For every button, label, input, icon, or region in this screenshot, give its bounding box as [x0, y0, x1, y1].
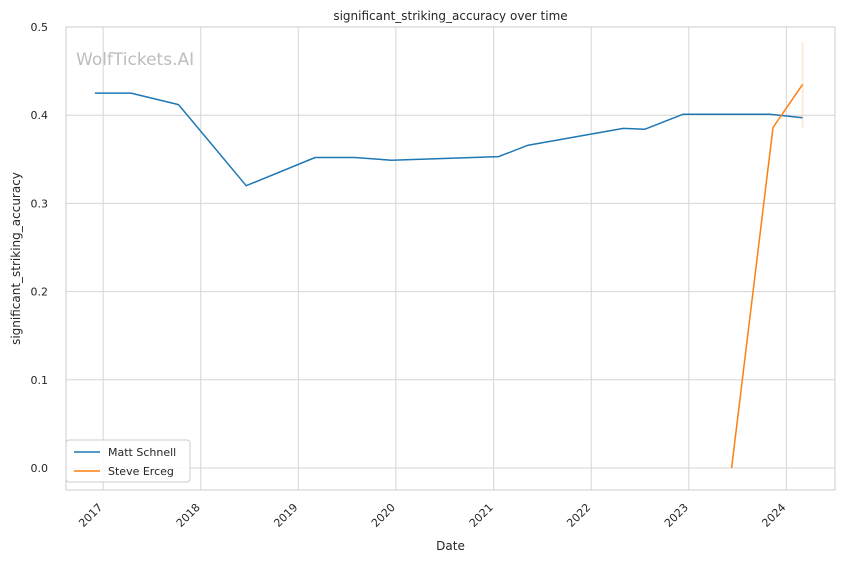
- series-line-1: [730, 83, 804, 469]
- plot-area: [65, 26, 836, 491]
- y-tick-label: 0.3: [31, 197, 49, 210]
- y-axis-title: significant_striking_accuracy: [9, 172, 23, 345]
- chart-title: significant_striking_accuracy over time: [333, 9, 567, 23]
- legend-label: Matt Schnell: [108, 446, 176, 459]
- x-axis-title: Date: [436, 539, 465, 553]
- y-tick-label: 0.1: [31, 374, 49, 387]
- y-axis-ticks: 0.0 0.1 0.2 0.3 0.4 0.5: [31, 21, 49, 475]
- watermark-text: WolfTickets.AI: [76, 50, 194, 70]
- legend: Matt Schnell Steve Erceg: [65, 439, 191, 483]
- series-line-0: [94, 92, 803, 187]
- series-lines: [94, 41, 804, 469]
- y-tick-label: 0.5: [31, 21, 49, 34]
- y-tick-label: 0.2: [31, 286, 49, 299]
- legend-label: Steve Erceg: [108, 465, 174, 478]
- y-tick-label: 0.4: [31, 109, 49, 122]
- y-tick-label: 0.0: [31, 462, 49, 475]
